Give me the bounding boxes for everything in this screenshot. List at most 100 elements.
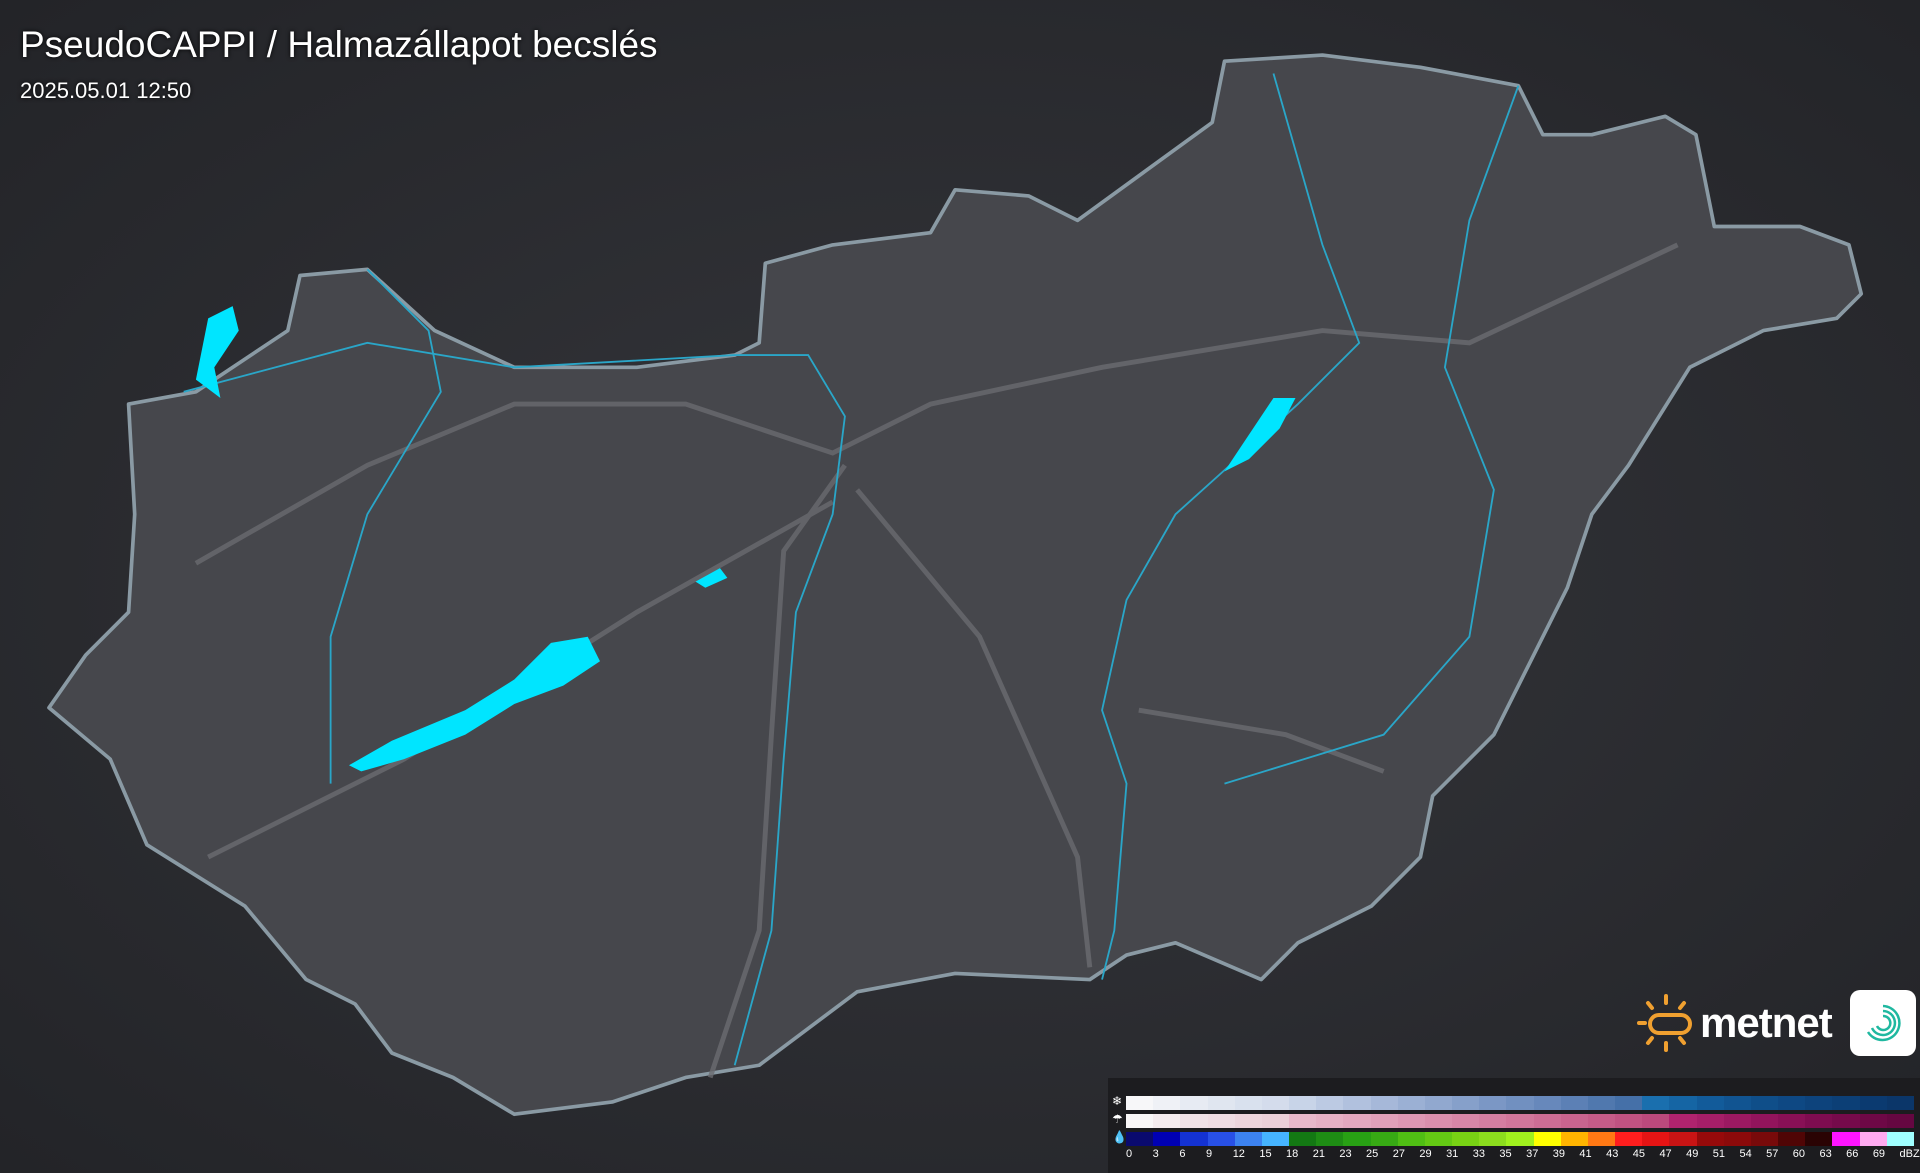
legend-cell [1778,1132,1806,1146]
legend-tick: 33 [1472,1148,1485,1160]
legend-cell [1560,1132,1588,1146]
legend-cell [1316,1114,1344,1128]
legend-cell [1424,1096,1453,1110]
legend-tick: 49 [1686,1148,1699,1160]
legend-tick: 29 [1419,1148,1432,1160]
legend-tick: 37 [1526,1148,1539,1160]
legend-cell [1615,1132,1643,1146]
legend-cell [1642,1132,1670,1146]
legend-cell [1723,1096,1751,1110]
reflectivity-legend: ❄ ☂ 💧 0 3 6 9 12 15 18 21 23 25 27 29 31 33 35 37 39 41 43… [1108,1078,1920,1173]
legend-cell [1261,1132,1290,1146]
lake-velence [695,568,728,588]
legend-tick: 47 [1659,1148,1672,1160]
legend-cell [1261,1114,1290,1128]
legend-cell [1207,1096,1235,1110]
legend-cell [1126,1132,1154,1146]
legend-cell [1506,1096,1534,1110]
legend-cell [1886,1096,1914,1110]
legend-cell [1506,1114,1534,1128]
legend-cell [1587,1096,1616,1110]
legend-cell [1370,1114,1398,1128]
legend-cell [1560,1096,1588,1110]
legend-cell [1207,1114,1235,1128]
legend-cell [1886,1132,1914,1146]
brand-text: metnet [1700,999,1833,1046]
legend-cell [1696,1132,1724,1146]
raindrop-icon: 💧 [1112,1130,1127,1144]
legend-cell [1750,1096,1779,1110]
swirl-icon [1866,1004,1901,1042]
lake-ferto [195,306,239,398]
legend-cell [1805,1132,1833,1146]
legend-cell [1587,1114,1616,1128]
legend-cell [1234,1114,1262,1128]
legend-cell [1424,1114,1453,1128]
legend-cell [1289,1114,1317,1128]
legend-cell [1370,1096,1398,1110]
legend-unit: dBZ [1899,1148,1920,1160]
legend-tick: 66 [1846,1148,1859,1160]
sun-icon [1637,994,1692,1052]
legend-cell [1696,1114,1724,1128]
legend-cell [1560,1114,1588,1128]
legend-cell [1397,1132,1425,1146]
rain-scale [1126,1132,1914,1146]
legend-cell [1126,1096,1154,1110]
legend-cell [1750,1114,1779,1128]
legend-cell [1316,1132,1344,1146]
legend-tick: 15 [1259,1148,1272,1160]
legend-cell [1669,1132,1697,1146]
legend-tick: 41 [1579,1148,1592,1160]
legend-cell [1778,1096,1806,1110]
legend-cell [1261,1096,1290,1110]
legend-tick: 43 [1606,1148,1619,1160]
legend-cell [1153,1132,1181,1146]
legend-tick: 31 [1446,1148,1459,1160]
legend-cell [1180,1114,1208,1128]
legend-cell [1859,1114,1887,1128]
legend-cell [1533,1132,1561,1146]
legend-cell [1153,1096,1181,1110]
lake-tisza [1224,397,1296,472]
legend-tick: 27 [1392,1148,1405,1160]
legend-cell [1832,1132,1860,1146]
legend-tick: 3 [1152,1148,1159,1160]
metnet-logo: metnet [1636,990,1916,1056]
legend-cell [1615,1114,1643,1128]
legend-tick: 45 [1632,1148,1646,1160]
legend-tick: 60 [1792,1148,1806,1160]
legend-cell [1886,1114,1914,1128]
legend-tick: 9 [1206,1148,1213,1160]
legend-cell [1289,1132,1317,1146]
legend-cell [1750,1132,1779,1146]
legend-cell [1180,1132,1208,1146]
legend-cell [1587,1132,1616,1146]
legend-cell [1778,1114,1806,1128]
legend-cell [1642,1096,1670,1110]
country-border [47,53,1864,1117]
legend-cell [1479,1114,1507,1128]
legend-tick: 25 [1366,1148,1379,1160]
legend-tick: 35 [1499,1148,1512,1160]
legend-cell [1397,1114,1425,1128]
legend-cell [1723,1132,1751,1146]
legend-cell [1370,1132,1398,1146]
legend-cell [1289,1096,1317,1110]
legend-cell [1723,1114,1751,1128]
legend-cell [1153,1114,1181,1128]
snowflake-icon: ❄ [1112,1094,1123,1108]
lakes [195,306,1296,772]
legend-cell [1126,1114,1154,1128]
legend-tick: 54 [1739,1148,1752,1160]
legend-cell [1316,1096,1344,1110]
legend-cell [1234,1132,1262,1146]
sleet-icon: ☂ [1112,1112,1123,1126]
legend-cell [1533,1114,1561,1128]
legend-tick: 21 [1312,1148,1325,1160]
legend-cell [1533,1096,1561,1110]
legend-cell [1859,1096,1887,1110]
legend-cell [1696,1096,1724,1110]
legend-cell [1479,1096,1507,1110]
